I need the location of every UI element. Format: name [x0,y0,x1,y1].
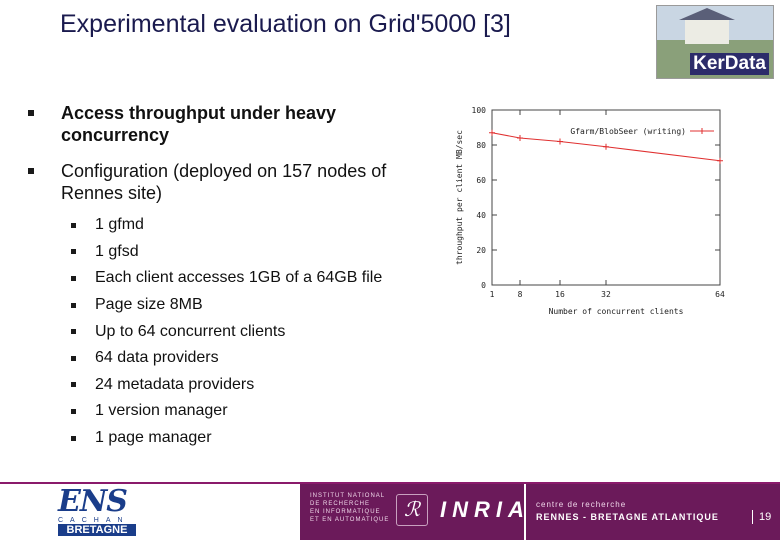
series-point [557,138,563,145]
institute-line: DE RECHERCHE [310,501,371,507]
institute-line: INSTITUT NATIONAL [310,493,386,499]
y-tick-label: 80 [476,141,486,150]
sub-bullet-text: 1 gfmd [95,216,144,234]
sub-bullet-text: 1 gfsd [95,242,139,260]
bullet-square-icon [71,302,76,308]
sub-bullet: Page size 8MB [71,292,438,319]
sub-bullet: 24 metadata providers [71,372,438,399]
sub-bullet-text: 24 metadata providers [95,375,255,393]
logo-roof [679,8,735,20]
sub-bullet-text: Page size 8MB [95,296,203,314]
institute-line: EN INFORMATIQUE [310,509,381,515]
x-tick-label: 16 [555,290,565,299]
legend-marker [699,128,705,134]
bullet-text: Access throughput under heavy concurrenc… [61,103,337,145]
bullet-square-icon [71,382,76,388]
bullet-square-icon [71,408,76,414]
inria-logo: ℛ INRIA [396,494,530,526]
sub-bullet: 1 gfmd [71,212,438,239]
sub-bullet-text: Each client accesses 1GB of a 64GB file [95,269,383,287]
y-tick-label: 60 [476,176,486,185]
sub-bullet-list: 1 gfmd 1 gfsd Each client accesses 1GB o… [71,212,438,451]
inria-emblem-icon: ℛ [396,494,428,526]
footer-rule [0,482,780,484]
inria-institute-text: INSTITUT NATIONAL DE RECHERCHE EN INFORM… [310,492,390,524]
sub-bullet-text: Up to 64 concurrent clients [95,322,286,340]
sub-bullet: Up to 64 concurrent clients [71,318,438,345]
sub-bullet: 1 version manager [71,398,438,425]
series-point [489,129,495,136]
page-number: 19 [752,510,771,524]
ens-logo: ENS CACHAN BRETAGNE [58,484,140,536]
y-tick-label: 100 [472,106,487,115]
throughput-line-chart: 0 20 40 60 80 100 1 8 16 32 64 Number of concurrent… [455,106,725,316]
bullet-square-icon [71,275,76,281]
centre-label: centre de recherche [536,500,627,509]
bullet-square-icon [71,249,76,255]
sub-bullet: Each client accesses 1GB of a 64GB file [71,265,438,292]
ens-wordmark: ENS [58,484,128,519]
x-tick-label: 1 [490,290,495,299]
plot-frame [491,109,721,286]
kerdata-wordmark: KerData [690,53,769,75]
slide-title: Experimental evaluation on Grid'5000 [3] [60,10,511,38]
bullet-configuration: Configuration (deployed on 157 nodes of … [28,160,438,204]
series-point [717,157,723,164]
ens-subtitle: CACHAN [58,517,130,524]
centre-name: RENNES - BRETAGNE ATLANTIQUE [536,512,719,522]
bullet-throughput: Access throughput under heavy concurrenc… [28,102,438,146]
y-axis-label: throughput per client MB/sec [455,130,464,265]
institute-line: ET EN AUTOMATIQUE [310,517,390,523]
footer-divider [524,484,526,540]
ens-region: BRETAGNE [58,524,136,536]
x-tick-label: 32 [601,290,611,299]
sub-bullet: 64 data providers [71,345,438,372]
footer-purple-panel [300,484,780,540]
logo-house [685,18,729,44]
y-tick-label: 20 [476,246,486,255]
sub-bullet-text: 64 data providers [95,349,219,367]
y-tick-label: 40 [476,211,486,220]
bullet-square-icon [71,222,76,228]
footer-band: ENS CACHAN BRETAGNE INSTITUT NATIONAL DE… [0,482,780,540]
x-tick-label: 8 [518,290,523,299]
sub-bullet: 1 gfsd [71,239,438,266]
x-axis-label: Number of concurrent clients [549,307,684,316]
kerdata-logo: KerData [656,5,774,79]
bullet-square-icon [28,110,34,116]
bullet-text: Configuration (deployed on 157 nodes of … [61,161,387,203]
series-point [603,143,609,150]
y-tick-label: 0 [481,281,486,290]
bullet-square-icon [71,435,76,441]
sub-bullet-text: 1 page manager [95,429,212,447]
sub-bullet: 1 page manager [71,425,438,452]
bullet-list: Access throughput under heavy concurrenc… [28,102,438,451]
x-tick-label: 64 [715,290,725,299]
bullet-square-icon [71,329,76,335]
series-point [517,135,523,141]
sub-bullet-text: 1 version manager [95,402,228,420]
inria-wordmark: INRIA [440,497,530,522]
bullet-square-icon [71,355,76,361]
legend-label: Gfarm/BlobSeer (writing) [570,127,686,136]
bullet-square-icon [28,168,34,174]
